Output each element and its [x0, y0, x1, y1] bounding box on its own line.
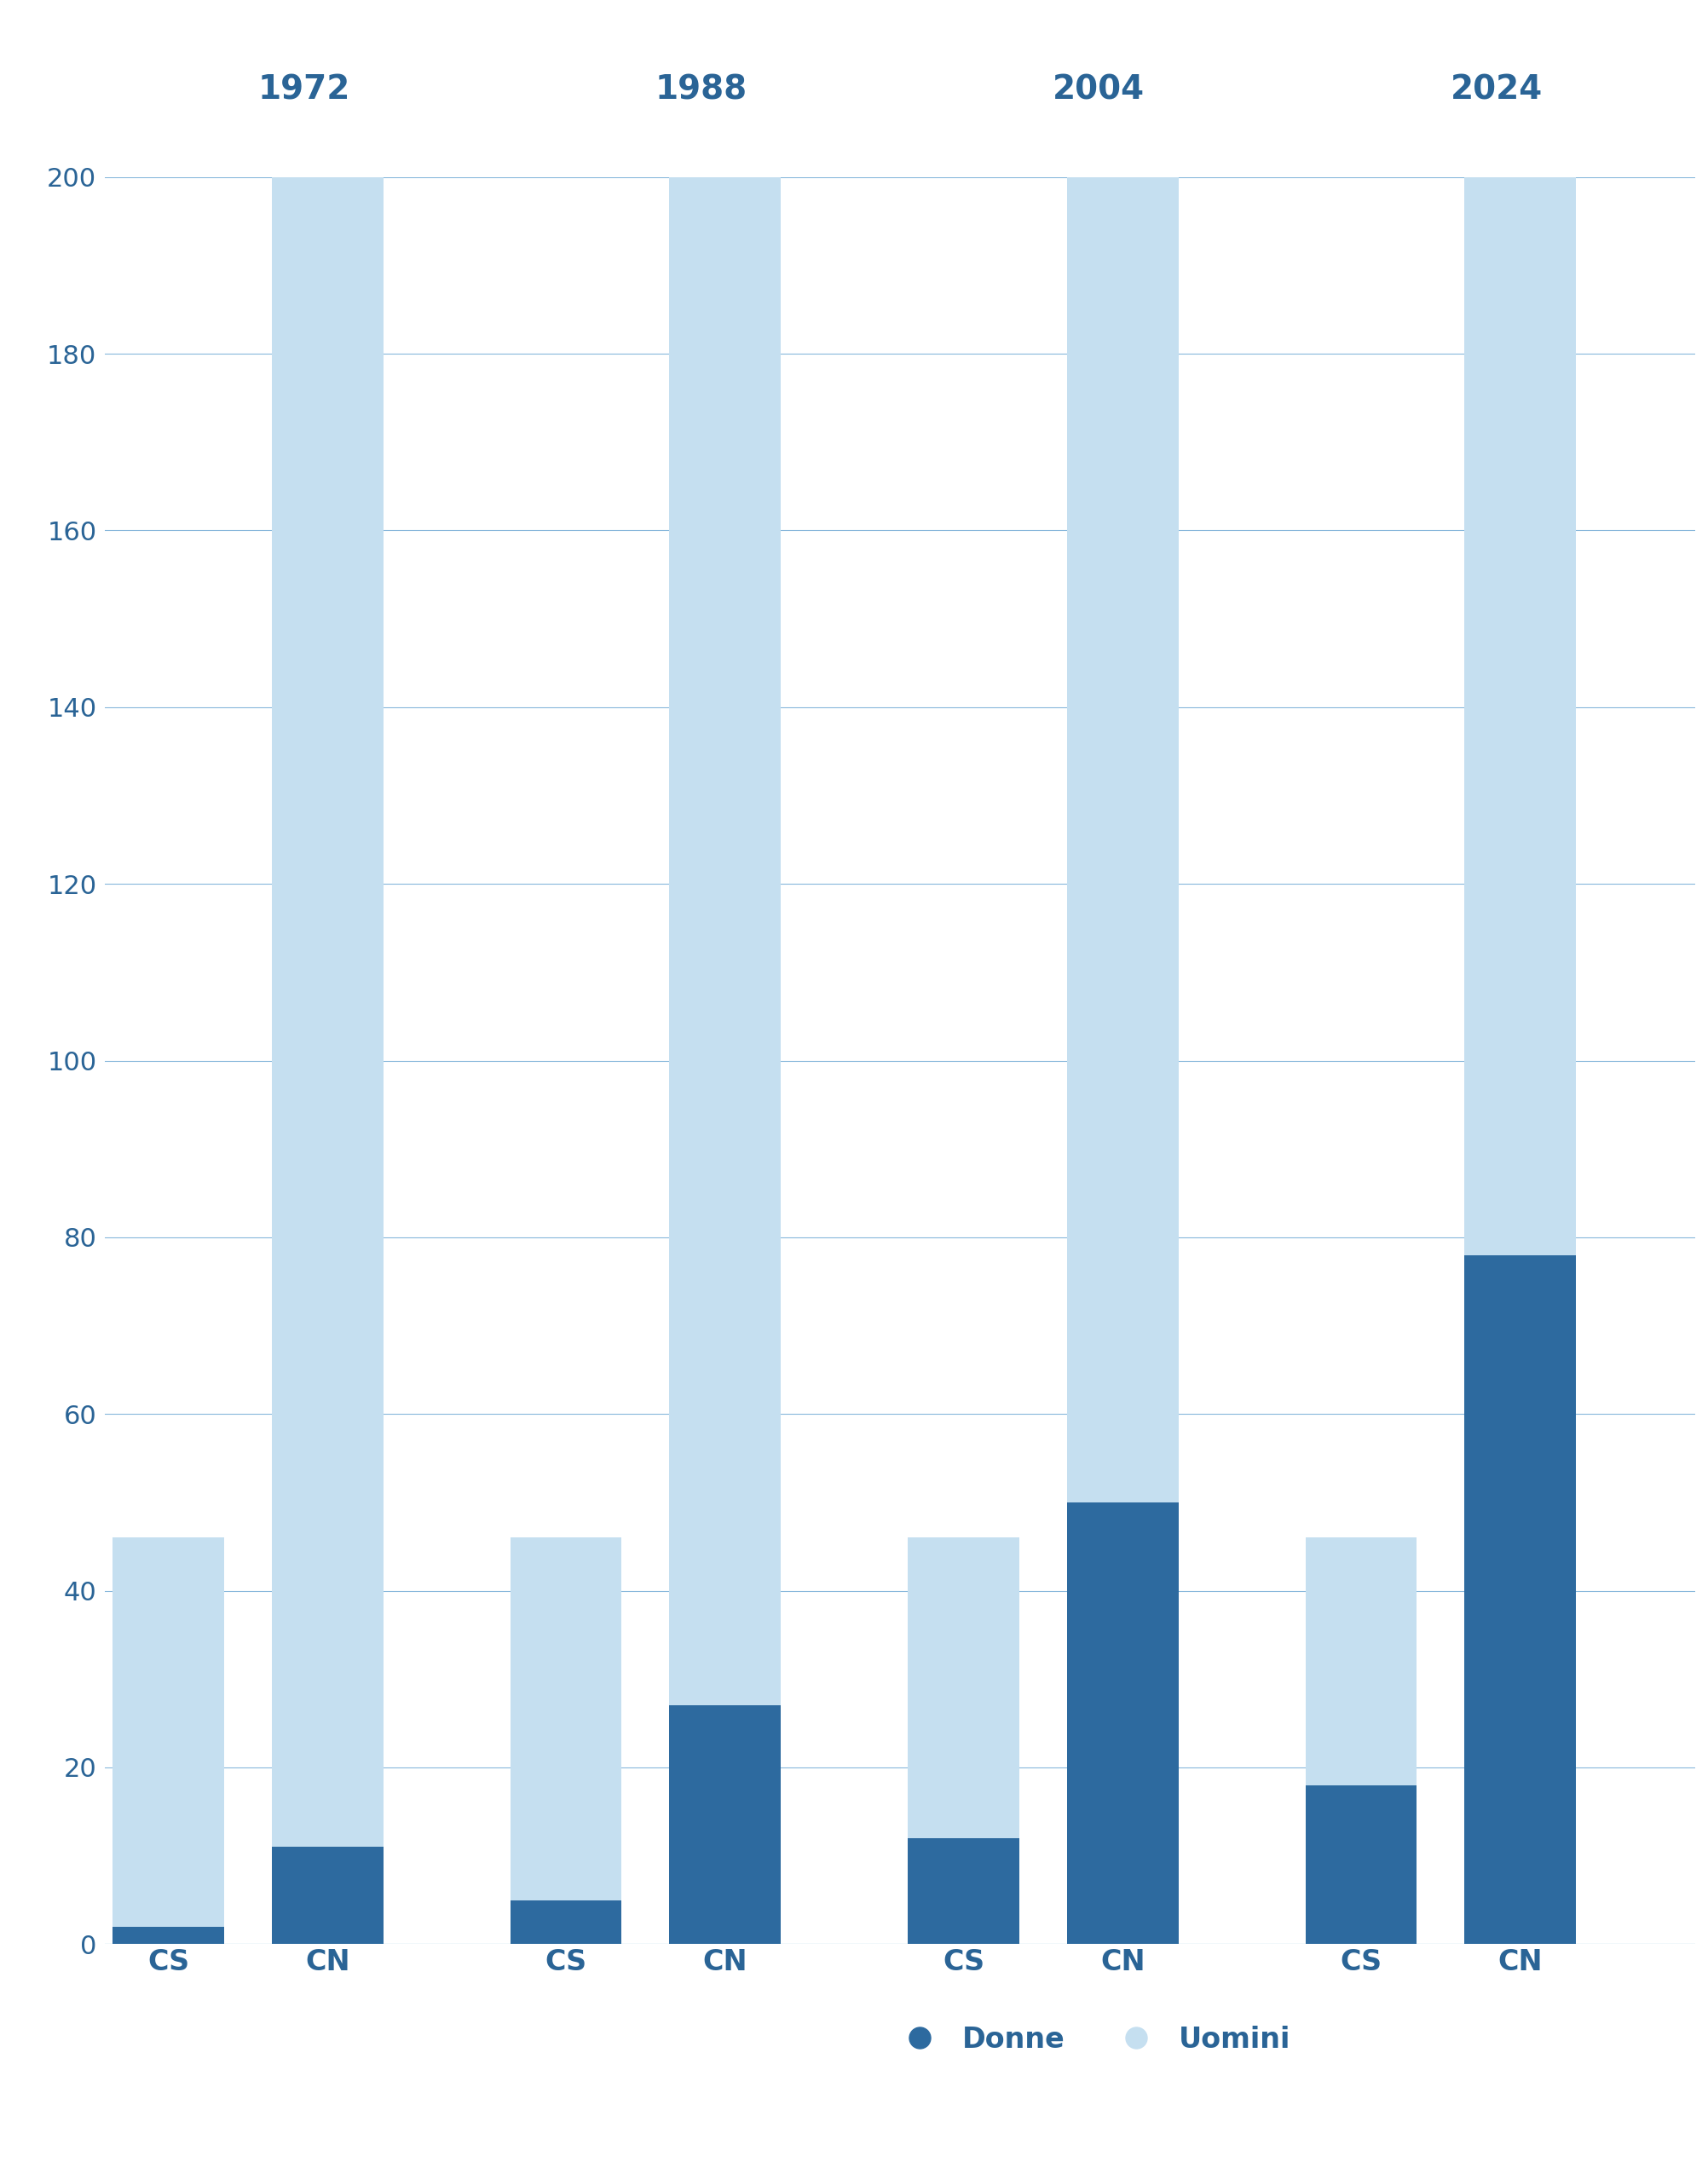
Text: 1972: 1972 [258, 74, 350, 106]
Bar [1305, 1784, 1418, 1945]
Bar [1305, 1537, 1418, 1784]
Text: 1988: 1988 [656, 74, 748, 106]
Text: 2024: 2024 [1450, 74, 1542, 106]
Bar [511, 1537, 622, 1899]
Bar [113, 1927, 224, 1945]
Bar [1068, 1502, 1179, 1945]
Bar [1465, 1255, 1576, 1945]
Bar [670, 178, 781, 1706]
Bar [511, 1899, 622, 1945]
Bar [1068, 178, 1179, 1502]
Bar [272, 1847, 383, 1945]
Bar [1465, 178, 1576, 1255]
Bar [670, 1706, 781, 1945]
Bar [909, 1537, 1020, 1838]
Bar [909, 1838, 1020, 1945]
Text: 2004: 2004 [1052, 74, 1144, 106]
Legend: Donne, Uomini: Donne, Uomini [892, 2025, 1291, 2053]
Bar [272, 178, 383, 1847]
Bar [113, 1537, 224, 1927]
